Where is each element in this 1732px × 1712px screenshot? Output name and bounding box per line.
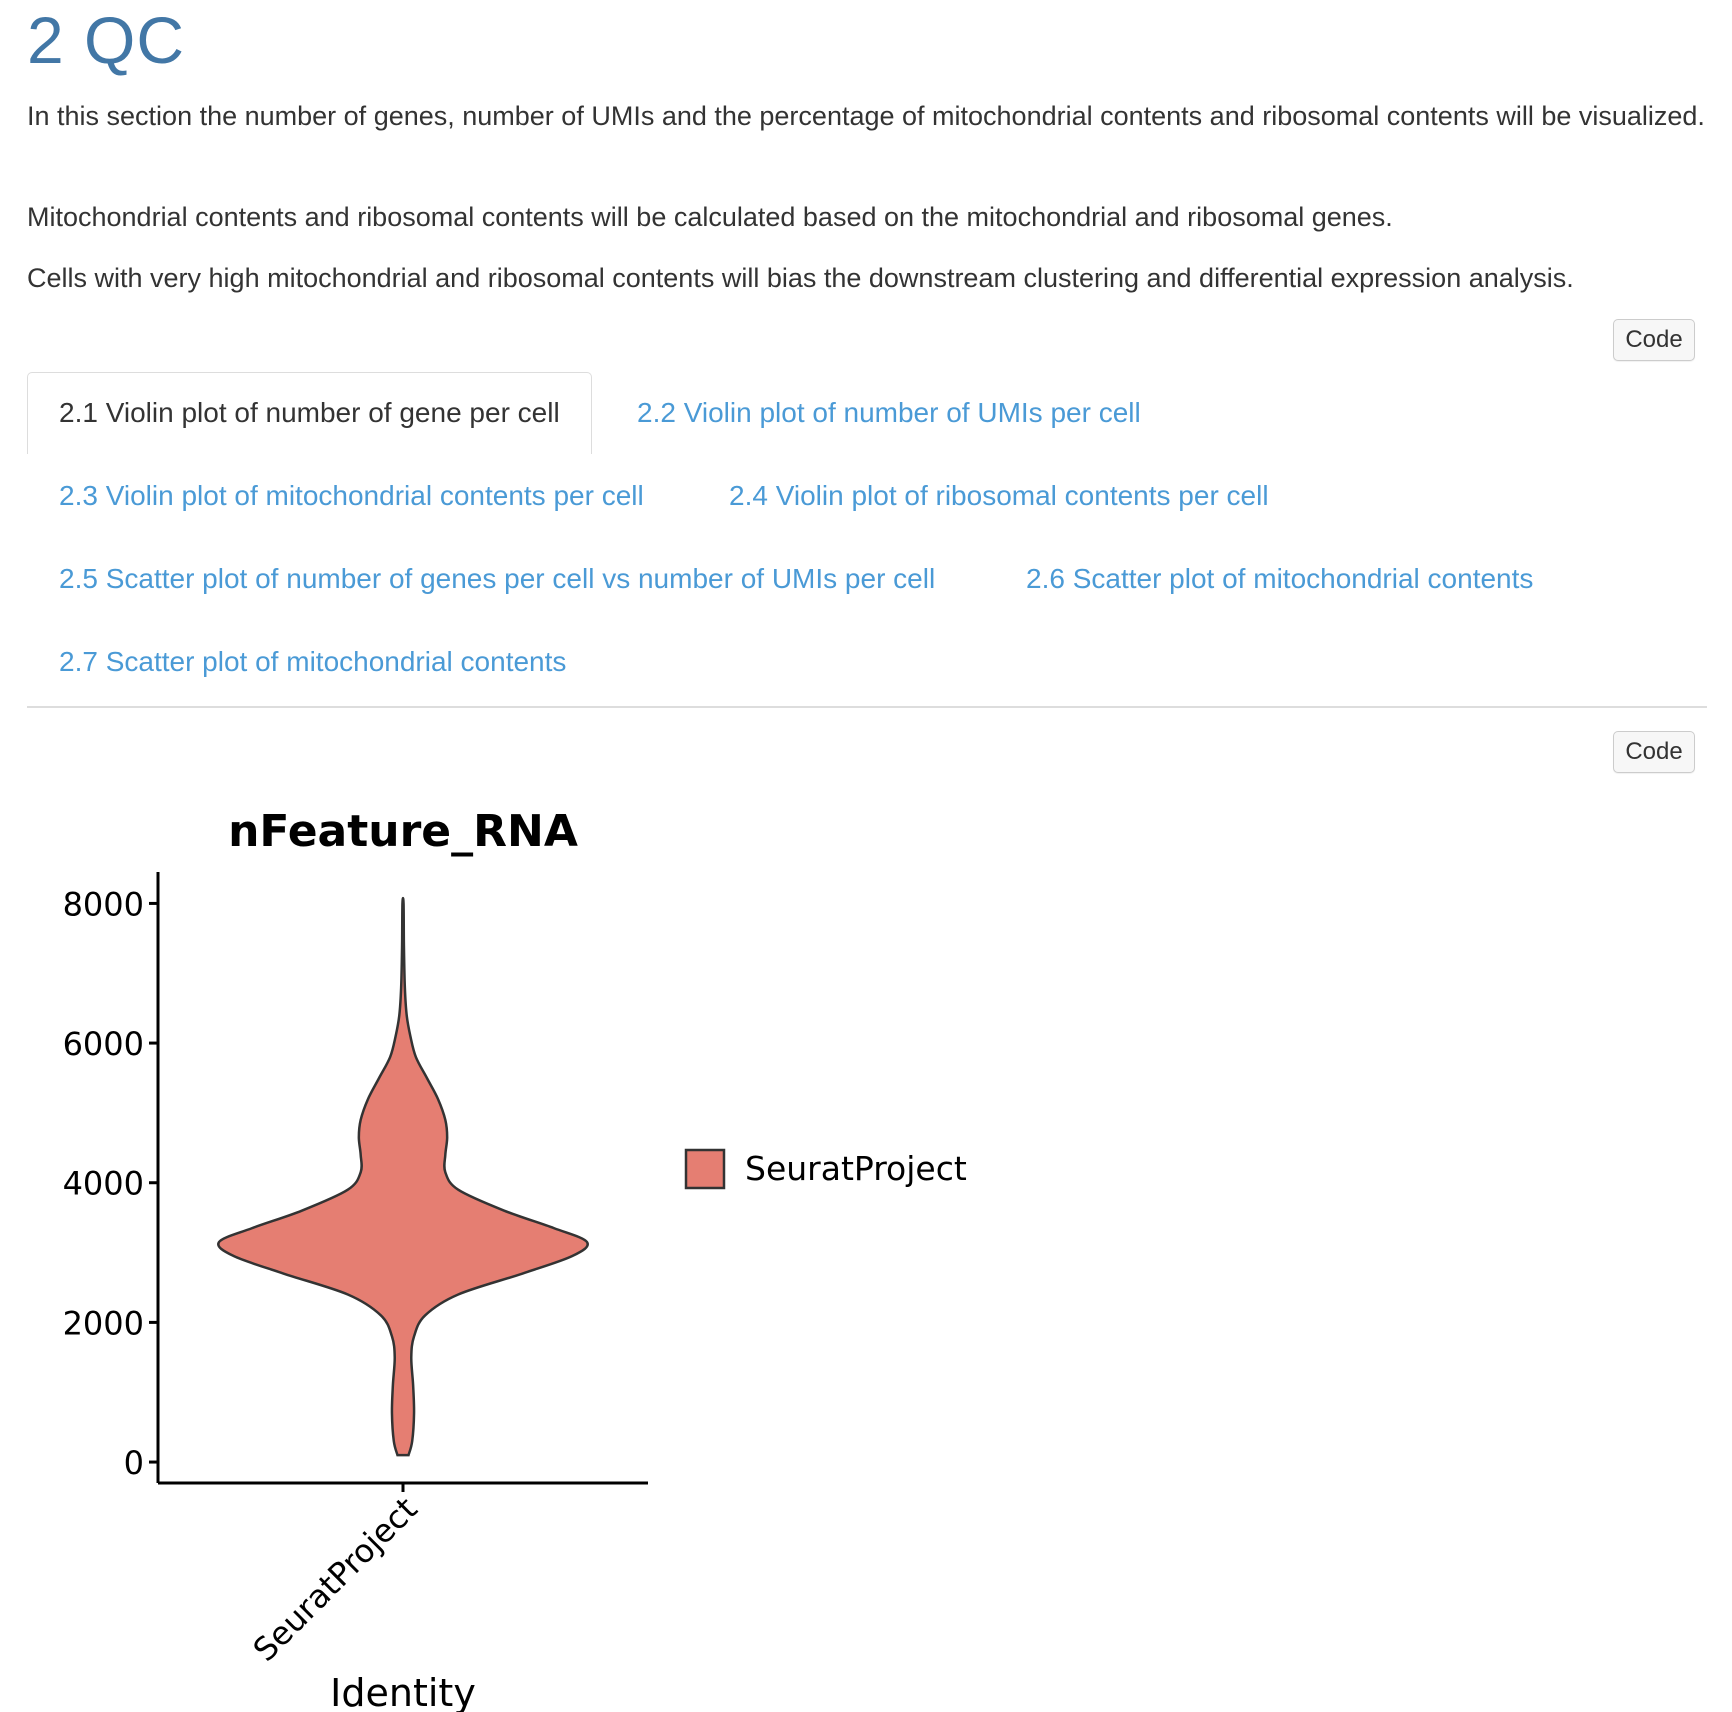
y-tick-label: 0 xyxy=(124,1444,144,1482)
tab-scatter-genes-umis[interactable]: 2.5 Scatter plot of number of genes per … xyxy=(59,563,936,594)
tab-violin-ribo[interactable]: 2.4 Violin plot of ribosomal contents pe… xyxy=(729,480,1269,511)
y-tick-label: 6000 xyxy=(63,1025,144,1063)
violin-shape xyxy=(217,896,589,1457)
intro-paragraph: In this section the number of genes, num… xyxy=(27,101,1705,131)
legend-swatch xyxy=(684,1148,726,1190)
tab-scatter-mito[interactable]: 2.6 Scatter plot of mitochondrial conten… xyxy=(1026,563,1534,594)
y-tick-label: 4000 xyxy=(63,1165,144,1203)
legend-label: SeuratProject xyxy=(745,1149,967,1188)
tab-divider xyxy=(27,706,1707,708)
violin-chart: nFeature_RNA 0 2000 4000 6000 8000 SeuratProj… xyxy=(63,806,967,1712)
bias-paragraph: Cells with very high mitochondrial and r… xyxy=(27,263,1574,293)
code-toggle-button[interactable]: Code xyxy=(1613,319,1695,361)
y-tick-label: 2000 xyxy=(63,1304,144,1342)
tab-violin-umis[interactable]: 2.2 Violin plot of number of UMIs per ce… xyxy=(637,397,1141,428)
mito-ribo-paragraph: Mitochondrial contents and ribosomal con… xyxy=(27,202,1393,232)
plot-code-toggle-button[interactable]: Code xyxy=(1613,731,1695,773)
x-axis-title: Identity xyxy=(330,1671,476,1712)
x-tick-label: SeuratProject xyxy=(246,1490,425,1669)
section-title: 2 QC xyxy=(27,3,186,77)
y-tick-label: 8000 xyxy=(63,885,144,923)
tab-bar: 2.1 Violin plot of number of gene per ce… xyxy=(27,372,1707,706)
chart-legend: SeuratProject xyxy=(684,1148,967,1190)
tab-violin-mito[interactable]: 2.3 Violin plot of mitochondrial content… xyxy=(59,480,644,511)
chart-title: nFeature_RNA xyxy=(228,806,578,857)
tab-scatter-mito-2[interactable]: 2.7 Scatter plot of mitochondrial conten… xyxy=(59,646,567,677)
tab-violin-genes[interactable]: 2.1 Violin plot of number of gene per ce… xyxy=(27,372,592,454)
